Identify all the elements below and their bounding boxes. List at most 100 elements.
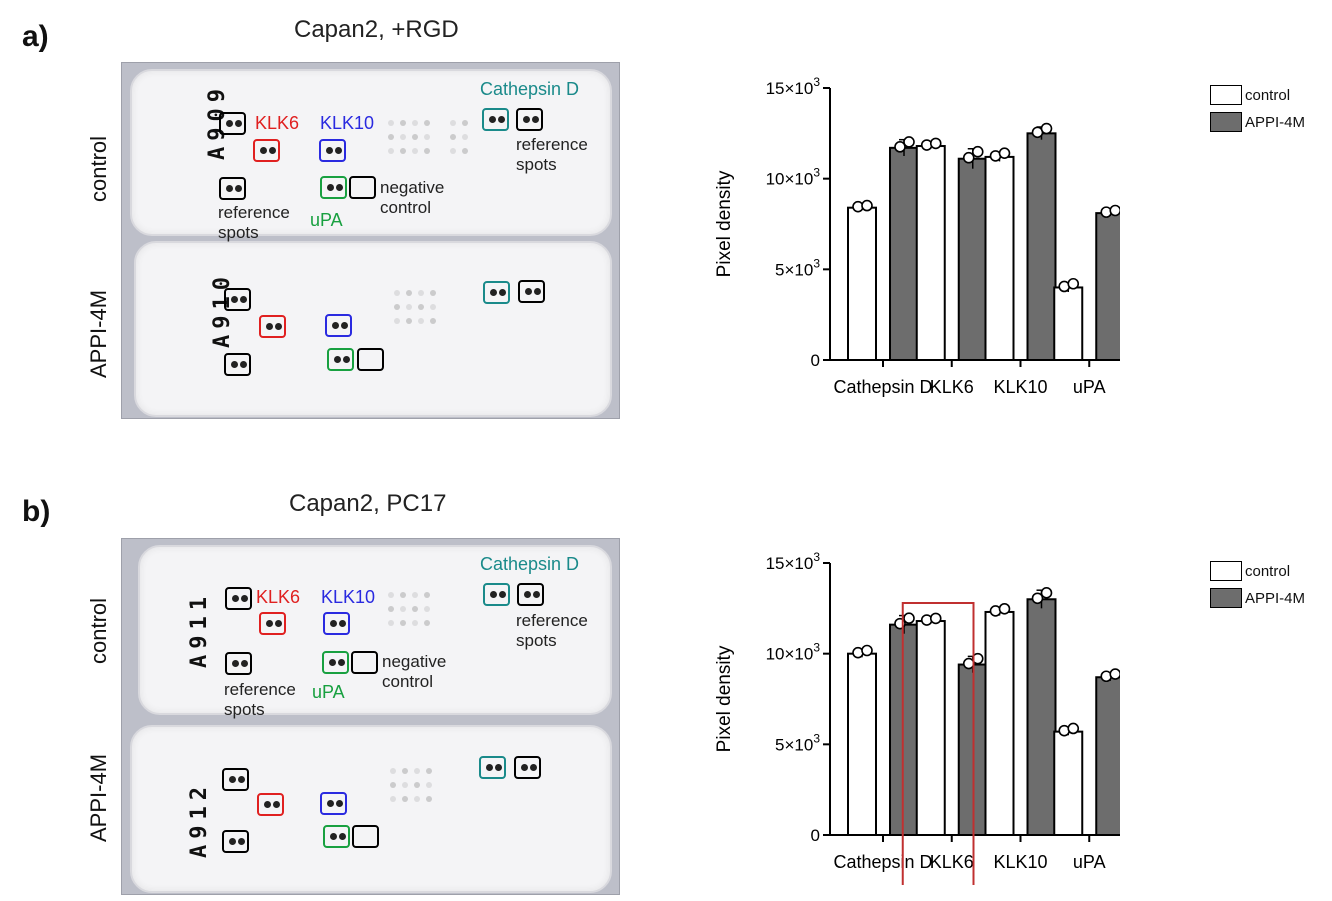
- panel-a-row-label-appi: APPI-4M: [86, 289, 111, 378]
- faint-spot: [406, 290, 412, 296]
- cathepsin-spot-box: [483, 281, 510, 304]
- faint-spot: [388, 148, 394, 154]
- label-klk10: KLK10: [321, 587, 376, 607]
- reference-spot-box: [224, 353, 251, 376]
- bar-appi-4m-upa: [1095, 212, 1120, 361]
- reference-spot-box: [219, 177, 246, 200]
- faint-spot: [388, 606, 394, 612]
- klk6-spot-box: [257, 793, 284, 816]
- klk6-spot-box: [253, 139, 280, 162]
- panel-b-row-label-appi: APPI-4M: [86, 753, 111, 842]
- faint-spot: [390, 768, 396, 774]
- reference-spot-box: [225, 652, 252, 675]
- x-tick-label: uPA: [1073, 852, 1106, 872]
- y-axis-label: Pixel density: [714, 170, 735, 277]
- reference-spot-box: [219, 112, 246, 135]
- klk6-spot-box: [259, 612, 286, 635]
- faint-spot: [412, 134, 418, 140]
- faint-spot: [424, 134, 430, 140]
- reference-spot-box: [224, 288, 251, 311]
- faint-spot: [400, 134, 406, 140]
- faint-spot: [426, 782, 432, 788]
- bar-control-upa: [1053, 730, 1084, 836]
- faint-spot: [400, 148, 406, 154]
- label-klk6: KLK6: [255, 113, 300, 133]
- faint-spot: [418, 290, 424, 296]
- faint-spot: [450, 134, 456, 140]
- membrane-b-control: [138, 545, 612, 715]
- panel-b-letter: b): [22, 495, 51, 528]
- faint-spot: [418, 304, 424, 310]
- label-reference-right: reference spots: [516, 611, 588, 650]
- cathepsin-spot-box: [479, 756, 506, 779]
- panel-a-title: Capan2, +RGD: [294, 16, 459, 43]
- label-klk6: KLK6: [256, 587, 301, 607]
- bar-control-klk6: [915, 145, 946, 361]
- negative-control-box: [357, 348, 384, 371]
- faint-spot: [400, 620, 406, 626]
- faint-spot: [406, 304, 412, 310]
- legend-appi-4m: APPI-4M: [1210, 112, 1305, 132]
- faint-spot: [424, 592, 430, 598]
- label-upa: uPA: [310, 210, 343, 230]
- data-point: [1040, 587, 1053, 599]
- faint-spot: [400, 606, 406, 612]
- bar-chart-a: Pixel density 0 5×103 10×103 15×103 Cathepsin…: [714, 75, 1120, 397]
- y-tick-label: 10×103: [766, 641, 821, 664]
- bar-control-cathepsin-d: [847, 206, 877, 361]
- klk10-spot-box: [325, 314, 352, 337]
- bar-appi-4m-upa: [1095, 676, 1120, 836]
- faint-spot: [450, 120, 456, 126]
- faint-spot: [462, 134, 468, 140]
- data-point: [1040, 122, 1053, 135]
- data-point: [1109, 204, 1120, 217]
- data-point: [1067, 722, 1080, 735]
- data-point: [903, 612, 915, 625]
- faint-spot: [394, 318, 400, 324]
- data-point: [929, 612, 942, 625]
- bar-appi-4m-cathepsin-d: [889, 623, 919, 836]
- bar-control-cathepsin-d: [847, 652, 877, 836]
- bar-appi-4m-klk10: [1026, 598, 1057, 837]
- y-tick-label: 5×103: [775, 731, 820, 754]
- y-tick-label: 5×103: [775, 256, 820, 279]
- data-point: [861, 644, 873, 657]
- faint-spot: [412, 120, 418, 126]
- faint-spot: [390, 796, 396, 802]
- faint-spot: [394, 290, 400, 296]
- data-point: [971, 145, 984, 158]
- label-negative-control: negative control: [382, 652, 447, 691]
- bar-control-klk10: [984, 610, 1015, 836]
- label-cathepsin-d: Cathepsin D: [480, 79, 580, 99]
- faint-spot: [388, 120, 394, 126]
- legend-appi-4m: APPI-4M: [1210, 588, 1305, 608]
- membrane-a-appi: [134, 241, 612, 417]
- faint-spot: [418, 318, 424, 324]
- data-point: [1109, 668, 1120, 680]
- y-tick-label: 15×103: [766, 550, 821, 573]
- x-tick-label: KLK6: [930, 852, 974, 872]
- negative-control-box: [349, 176, 376, 199]
- klk10-spot-box: [323, 612, 350, 635]
- panel-b-blot-image: [121, 538, 620, 895]
- y-tick-label: 15×103: [766, 75, 821, 98]
- bar-appi-4m-klk10: [1026, 132, 1057, 362]
- data-point: [998, 602, 1011, 615]
- faint-spot: [412, 148, 418, 154]
- negative-control-box: [352, 825, 379, 848]
- x-tick-label: KLK10: [993, 377, 1047, 397]
- data-point: [962, 151, 975, 164]
- panel-b-row-label-control: control: [86, 597, 111, 664]
- legend-control: control: [1210, 561, 1290, 581]
- label-cathepsin-d: Cathepsin D: [480, 554, 580, 574]
- label-reference-left: reference spots: [218, 203, 290, 242]
- bar-control-klk6: [915, 620, 946, 836]
- data-point: [894, 141, 906, 153]
- faint-spot: [412, 620, 418, 626]
- faint-spot: [426, 768, 432, 774]
- data-point: [1031, 592, 1044, 605]
- membrane-b-appi: [130, 725, 612, 893]
- label-negative-control: negative control: [380, 178, 445, 217]
- x-tick-label: KLK10: [993, 852, 1047, 872]
- label-upa: uPA: [312, 682, 345, 702]
